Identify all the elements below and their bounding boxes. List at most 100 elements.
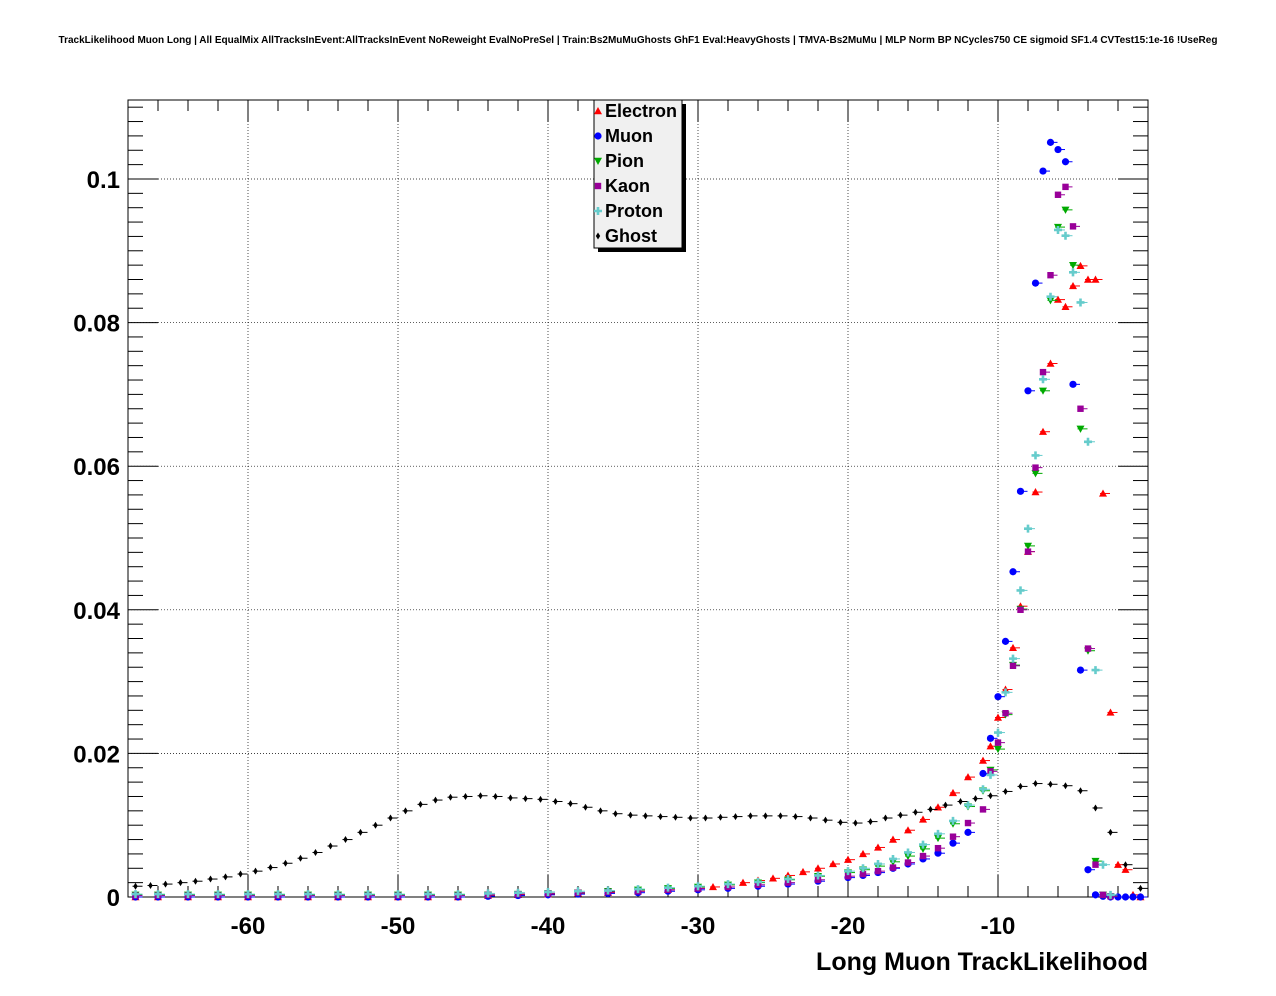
legend-entries: Electron Muon Pion Kaon Proton Ghost	[594, 101, 677, 246]
data-point	[568, 800, 573, 808]
data-point	[1048, 780, 1053, 788]
data-point	[986, 742, 995, 750]
data-point	[328, 842, 333, 850]
data-point	[868, 818, 873, 826]
data-point	[1123, 861, 1128, 869]
data-point	[604, 886, 612, 895]
data-point	[874, 843, 882, 851]
data-point	[364, 890, 373, 899]
data-point	[454, 890, 463, 899]
series	[131, 138, 1148, 901]
data-point	[484, 889, 493, 898]
data-point	[986, 770, 995, 779]
data-point	[1054, 191, 1062, 198]
data-point	[829, 859, 837, 868]
data-point	[1063, 782, 1068, 790]
data-point	[934, 803, 942, 811]
data-point	[1121, 893, 1130, 901]
data-point	[718, 813, 723, 821]
y-tick-label: 0.04	[73, 598, 120, 625]
data-point	[928, 805, 933, 813]
data-point	[1054, 225, 1062, 234]
data-point	[1099, 860, 1107, 869]
y-tick-label: 0.08	[73, 311, 120, 338]
data-point	[778, 812, 783, 820]
data-point	[1138, 884, 1143, 892]
x-tick-label: -50	[381, 913, 416, 940]
series-pion	[131, 206, 1118, 901]
data-point	[1069, 261, 1077, 270]
data-point	[1069, 281, 1077, 290]
data-point	[214, 890, 222, 899]
data-point	[919, 840, 927, 849]
legend-item-pion: Pion	[594, 151, 644, 171]
data-point	[1039, 167, 1047, 175]
grid	[128, 100, 1148, 897]
data-point	[793, 813, 798, 821]
series-proton	[131, 225, 1118, 899]
data-point	[1069, 268, 1077, 277]
data-point	[1047, 271, 1054, 279]
data-point	[1062, 183, 1069, 191]
data-point	[1032, 464, 1039, 471]
data-point	[223, 873, 228, 881]
data-point	[988, 792, 993, 800]
data-point	[1061, 231, 1070, 240]
data-point	[913, 808, 918, 816]
data-point	[979, 769, 987, 778]
data-point	[424, 890, 433, 899]
data-point	[934, 849, 942, 857]
legend-item-electron: Electron	[594, 101, 677, 121]
data-point	[1023, 524, 1032, 533]
legend-label: Kaon	[605, 176, 650, 196]
data-point	[1076, 666, 1085, 674]
y-tick-label: 0.06	[73, 454, 120, 481]
data-point	[463, 792, 468, 800]
data-point	[1076, 298, 1085, 307]
data-point	[859, 849, 867, 858]
data-point	[493, 792, 498, 800]
data-point	[889, 854, 897, 863]
data-point	[874, 867, 882, 875]
data-point	[934, 829, 942, 838]
data-point	[1031, 451, 1040, 460]
data-point	[943, 801, 948, 809]
data-point	[1001, 637, 1010, 645]
data-point	[304, 890, 313, 899]
data-point	[1039, 368, 1047, 376]
data-point	[748, 812, 753, 820]
data-point	[883, 814, 888, 822]
data-point	[1091, 275, 1100, 283]
data-point	[919, 815, 927, 823]
data-point	[433, 796, 438, 804]
legend: Electron Muon Pion Kaon Proton Ghost	[593, 99, 686, 252]
data-point	[949, 816, 957, 825]
data-point	[1009, 662, 1017, 669]
data-point	[724, 880, 732, 889]
data-point	[688, 814, 693, 822]
data-point	[904, 826, 912, 834]
data-point	[994, 745, 1002, 754]
x-axis-title: Long Muon TrackLikelihood	[816, 948, 1148, 976]
data-point	[739, 878, 747, 886]
data-point	[703, 814, 708, 822]
data-point	[184, 890, 192, 899]
data-point	[148, 882, 153, 890]
data-point	[1024, 542, 1032, 550]
data-point	[754, 877, 762, 886]
data-point	[238, 870, 243, 878]
data-point	[1061, 158, 1070, 166]
x-tick-labels: -60 -50 -40 -30 -20 -10	[231, 913, 1016, 940]
data-point	[919, 845, 927, 853]
data-point	[1114, 860, 1122, 868]
series-muon	[131, 138, 1148, 901]
data-point	[634, 885, 642, 894]
legend-marker	[594, 207, 602, 215]
data-point	[994, 739, 1002, 746]
data-point	[1009, 654, 1017, 663]
data-point	[1061, 206, 1070, 214]
data-point	[1093, 804, 1098, 812]
data-point	[1046, 292, 1055, 301]
data-point	[1061, 302, 1070, 310]
data-point	[694, 882, 702, 891]
